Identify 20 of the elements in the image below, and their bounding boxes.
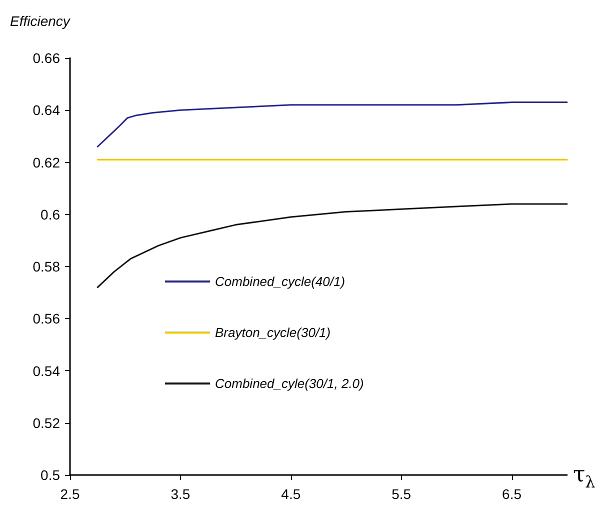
x-tick-label: 6.5 xyxy=(502,486,522,502)
y-axis-title: Efficiency xyxy=(10,13,71,29)
y-tick-label: 0.62 xyxy=(32,154,60,170)
y-tick-label: 0.52 xyxy=(32,414,60,431)
x-tick-label: 3.5 xyxy=(170,486,190,502)
y-tick-label: 0.54 xyxy=(32,362,60,379)
y-tick-label: 0.66 xyxy=(32,50,60,66)
line-series xyxy=(96,203,568,288)
legend-label: Combined_cycle(40/1) xyxy=(215,274,346,289)
x-tick-label: 4.5 xyxy=(281,486,301,502)
legend-label: Brayton_cycle(30/1) xyxy=(215,325,331,340)
legend-label: Combined_cyle(30/1, 2.0) xyxy=(215,376,364,391)
y-tick-label: 0.6 xyxy=(40,206,60,222)
y-tick-label: 0.56 xyxy=(32,310,60,327)
y-tick-label: 0.5 xyxy=(40,467,60,483)
x-tick-label: 5.5 xyxy=(392,486,412,502)
y-tick-label: 0.64 xyxy=(32,102,60,118)
y-tick-label: 0.58 xyxy=(32,258,60,274)
x-tick-label: 2.5 xyxy=(60,486,80,502)
line-series xyxy=(96,102,568,148)
